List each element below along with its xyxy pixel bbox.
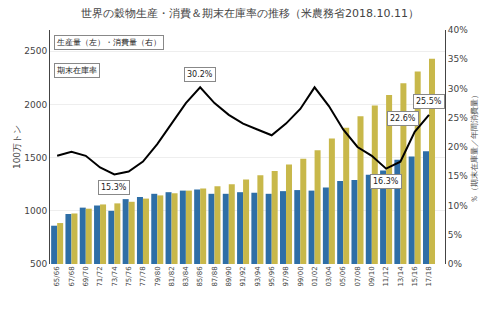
svg-text:1000: 1000 xyxy=(24,206,47,216)
svg-text:89/90: 89/90 xyxy=(225,266,233,286)
svg-text:25.5%: 25.5% xyxy=(416,97,442,106)
svg-text:10%: 10% xyxy=(448,201,468,211)
svg-text:30.2%: 30.2% xyxy=(187,70,213,79)
svg-text:40%: 40% xyxy=(448,25,468,35)
svg-text:25%: 25% xyxy=(448,113,468,123)
svg-text:15.3%: 15.3% xyxy=(101,183,127,192)
svg-text:09/10: 09/10 xyxy=(368,266,376,286)
svg-text:03/04: 03/04 xyxy=(325,266,333,287)
svg-text:％（期末在庫量／年間消費量）: ％（期末在庫量／年間消費量） xyxy=(470,91,479,203)
svg-text:500: 500 xyxy=(30,259,47,269)
svg-text:17/18: 17/18 xyxy=(425,266,433,286)
svg-text:67/68: 67/68 xyxy=(68,266,76,286)
svg-text:95/96: 95/96 xyxy=(268,266,276,287)
svg-text:85/86: 85/86 xyxy=(196,266,204,287)
svg-text:0%: 0% xyxy=(448,259,463,269)
svg-text:5%: 5% xyxy=(448,230,463,240)
svg-text:87/88: 87/88 xyxy=(211,266,219,286)
svg-text:13/14: 13/14 xyxy=(397,266,405,287)
svg-text:99/00: 99/00 xyxy=(297,266,305,286)
svg-text:71/72: 71/72 xyxy=(96,266,104,286)
svg-text:75/76: 75/76 xyxy=(125,266,133,287)
svg-text:11/12: 11/12 xyxy=(382,266,390,286)
svg-text:世界の穀物生産・消費＆期末在庫率の推移（米農務省2018.1: 世界の穀物生産・消費＆期末在庫率の推移（米農務省2018.10.11） xyxy=(81,7,419,20)
svg-text:22.6%: 22.6% xyxy=(390,114,416,123)
svg-text:2500: 2500 xyxy=(24,46,47,56)
svg-text:生産量（左）・消費量（右）: 生産量（左）・消費量（右） xyxy=(57,38,161,47)
svg-text:83/84: 83/84 xyxy=(182,266,190,287)
svg-text:1500: 1500 xyxy=(24,153,47,163)
svg-text:01/02: 01/02 xyxy=(311,266,319,286)
svg-text:100万トン: 100万トン xyxy=(12,125,22,169)
svg-text:2000: 2000 xyxy=(24,100,47,110)
svg-text:77/78: 77/78 xyxy=(139,266,147,286)
svg-text:15%: 15% xyxy=(448,171,468,181)
svg-text:91/92: 91/92 xyxy=(239,266,247,286)
svg-text:93/94: 93/94 xyxy=(254,266,262,287)
svg-text:30%: 30% xyxy=(448,84,468,94)
svg-text:65/66: 65/66 xyxy=(53,266,61,287)
svg-text:16.3%: 16.3% xyxy=(373,177,399,186)
svg-text:期末在庫率: 期末在庫率 xyxy=(57,66,97,75)
svg-text:35%: 35% xyxy=(448,54,468,64)
svg-text:79/80: 79/80 xyxy=(154,266,162,286)
svg-text:97/98: 97/98 xyxy=(282,266,290,286)
svg-text:81/82: 81/82 xyxy=(168,266,176,286)
svg-text:05/06: 05/06 xyxy=(339,266,347,287)
svg-text:20%: 20% xyxy=(448,142,468,152)
svg-text:15/16: 15/16 xyxy=(411,266,419,287)
svg-text:73/74: 73/74 xyxy=(111,266,119,287)
svg-text:69/70: 69/70 xyxy=(82,266,90,286)
svg-text:07/08: 07/08 xyxy=(354,266,362,286)
